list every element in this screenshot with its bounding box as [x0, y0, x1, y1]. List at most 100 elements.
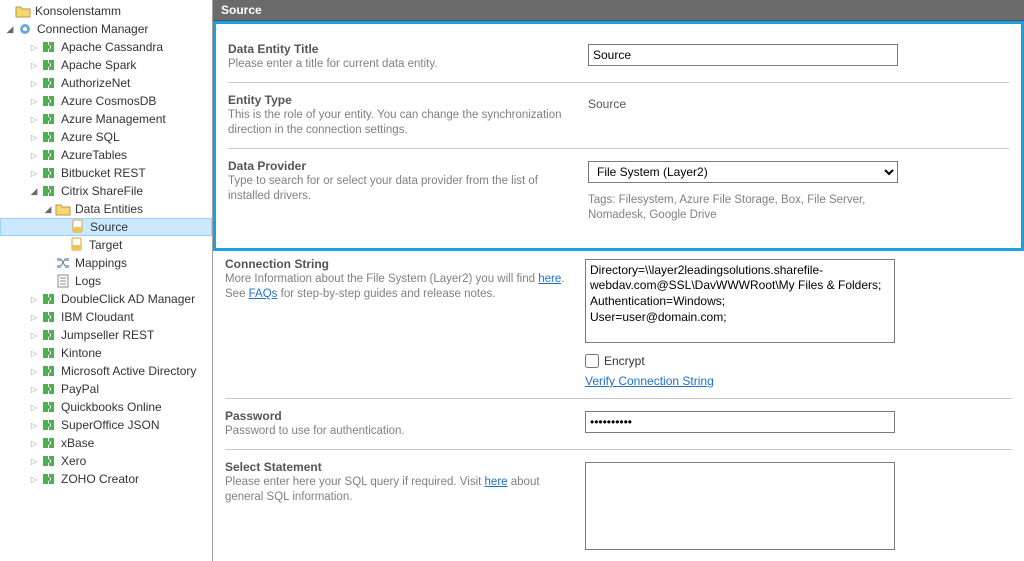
- desc-password: Password to use for authentication.: [225, 424, 573, 439]
- entity-type-value: Source: [588, 95, 1009, 111]
- puzzle-icon: [41, 57, 57, 73]
- tree-item[interactable]: ▷ZOHO Creator: [0, 470, 212, 488]
- tree-item[interactable]: ▷AzureTables: [0, 146, 212, 164]
- tree-item-label: Source: [90, 220, 128, 234]
- tree-item[interactable]: ▷Apache Spark: [0, 56, 212, 74]
- expander-icon[interactable]: ◢: [28, 185, 40, 197]
- tree-item[interactable]: ▷Microsoft Active Directory: [0, 362, 212, 380]
- puzzle-icon: [41, 291, 57, 307]
- tree-item-label: IBM Cloudant: [61, 310, 134, 324]
- tree-root[interactable]: ▶ Konsolenstamm: [0, 2, 212, 20]
- expander-icon[interactable]: ▷: [28, 419, 40, 431]
- tree-item-target[interactable]: ▶ Target: [0, 236, 212, 254]
- verify-link[interactable]: Verify Connection String: [585, 374, 714, 388]
- map-icon: [55, 255, 71, 271]
- row-entity-title: Data Entity Title Please enter a title f…: [228, 32, 1009, 83]
- link-here[interactable]: here: [538, 273, 561, 285]
- expander-icon[interactable]: ▷: [28, 311, 40, 323]
- highlighted-region: Data Entity Title Please enter a title f…: [213, 21, 1024, 251]
- tree-item-source[interactable]: ▶ Source: [0, 218, 212, 236]
- puzzle-icon: [41, 345, 57, 361]
- expander-icon[interactable]: ▷: [28, 167, 40, 179]
- desc-entity-title: Please enter a title for current data en…: [228, 57, 576, 72]
- expander-icon[interactable]: ▷: [28, 113, 40, 125]
- tree-item[interactable]: ▷ Quickbooks Online: [0, 398, 212, 416]
- tree-item[interactable]: ▷Azure SQL: [0, 128, 212, 146]
- tree-item-label: Azure CosmosDB: [61, 94, 156, 108]
- tree-item[interactable]: ▷ Azure Management: [0, 110, 212, 128]
- tree-item[interactable]: ▷ IBM Cloudant: [0, 308, 212, 326]
- tree-item[interactable]: ▷ Xero: [0, 452, 212, 470]
- tree-item[interactable]: ▷ Bitbucket REST: [0, 164, 212, 182]
- expander-icon[interactable]: ▷: [28, 95, 40, 107]
- label-connection: Connection String: [225, 257, 573, 271]
- tree-manager[interactable]: ◢ Connection Manager: [0, 20, 212, 38]
- provider-tags: Tags: Filesystem, Azure File Storage, Bo…: [588, 193, 898, 224]
- encrypt-checkbox[interactable]: [585, 354, 599, 368]
- puzzle-icon: [41, 165, 57, 181]
- tree-item[interactable]: ▷Jumpseller REST: [0, 326, 212, 344]
- expander-icon[interactable]: ▷: [28, 131, 40, 143]
- tree-item-label: Target: [89, 238, 122, 252]
- tree-item-label: Apache Cassandra: [61, 40, 163, 54]
- puzzle-icon: [41, 93, 57, 109]
- tree-item-logs[interactable]: ▶ Logs: [0, 272, 212, 290]
- link-here-sql[interactable]: here: [485, 476, 508, 488]
- label-password: Password: [225, 409, 573, 423]
- expander-icon[interactable]: ▷: [28, 455, 40, 467]
- expander-icon[interactable]: ▷: [28, 41, 40, 53]
- connection-string-textarea[interactable]: Directory=\\layer2leadingsolutions.share…: [585, 259, 895, 343]
- puzzle-icon: [41, 417, 57, 433]
- tree-panel: ▶ Konsolenstamm ◢ Connection Manager ▷Ap…: [0, 0, 212, 561]
- tree-item[interactable]: ▷AuthorizeNet: [0, 74, 212, 92]
- expander-icon[interactable]: ▷: [28, 473, 40, 485]
- tree-item-label: xBase: [61, 436, 94, 450]
- tree-item[interactable]: ▷ PayPal: [0, 380, 212, 398]
- expander-icon[interactable]: ▷: [28, 293, 40, 305]
- expander-icon[interactable]: ▷: [28, 149, 40, 161]
- tree-item[interactable]: ▷ Kintone: [0, 344, 212, 362]
- expander-icon[interactable]: ▷: [28, 59, 40, 71]
- entity-title-input[interactable]: [588, 44, 898, 66]
- expander-icon[interactable]: ▷: [28, 347, 40, 359]
- provider-select[interactable]: File System (Layer2): [588, 161, 898, 183]
- content-area: Data Entity Title Please enter a title f…: [213, 21, 1024, 561]
- puzzle-icon: [41, 129, 57, 145]
- tree-item-sharefile[interactable]: ◢ Citrix ShareFile: [0, 182, 212, 200]
- link-faqs[interactable]: FAQs: [249, 288, 278, 300]
- expander-icon[interactable]: ▷: [28, 365, 40, 377]
- tree-item[interactable]: ▷ SuperOffice JSON: [0, 416, 212, 434]
- puzzle-icon: [41, 39, 57, 55]
- puzzle-icon: [41, 471, 57, 487]
- desc-select: Please enter here your SQL query if requ…: [225, 475, 573, 505]
- row-data-provider: Data Provider Type to search for or sele…: [228, 149, 1009, 234]
- expander-icon[interactable]: ▷: [28, 383, 40, 395]
- password-input[interactable]: [585, 411, 895, 433]
- page-icon: [70, 219, 86, 235]
- tree-item[interactable]: ▷ xBase: [0, 434, 212, 452]
- log-icon: [55, 273, 71, 289]
- tree-item[interactable]: ▷DoubleClick AD Manager: [0, 290, 212, 308]
- tree-item-label: Kintone: [61, 346, 102, 360]
- tree-item[interactable]: ▷ Azure CosmosDB: [0, 92, 212, 110]
- expander-icon[interactable]: ▷: [28, 77, 40, 89]
- tree-item-data-entities[interactable]: ◢ Data Entities: [0, 200, 212, 218]
- expander-icon[interactable]: ◢: [4, 23, 16, 35]
- expander-icon[interactable]: ◢: [42, 203, 54, 215]
- row-password: Password Password to use for authenticat…: [225, 399, 1012, 450]
- puzzle-icon: [41, 435, 57, 451]
- tree-item-label: Quickbooks Online: [61, 400, 162, 414]
- tree-item-label: SuperOffice JSON: [61, 418, 159, 432]
- select-statement-textarea[interactable]: [585, 462, 895, 550]
- tree-item-mappings[interactable]: ▶ Mappings: [0, 254, 212, 272]
- tree-item-label: Bitbucket REST: [61, 166, 146, 180]
- tree-item-label: Logs: [75, 274, 101, 288]
- expander-icon[interactable]: ▷: [28, 329, 40, 341]
- tree-item-label: PayPal: [61, 382, 99, 396]
- tree-item-label: Xero: [61, 454, 86, 468]
- expander-icon[interactable]: ▷: [28, 437, 40, 449]
- puzzle-icon: [41, 399, 57, 415]
- expander-icon[interactable]: ▷: [28, 401, 40, 413]
- tree-item-label: Azure Management: [61, 112, 166, 126]
- tree-item[interactable]: ▷ Apache Cassandra: [0, 38, 212, 56]
